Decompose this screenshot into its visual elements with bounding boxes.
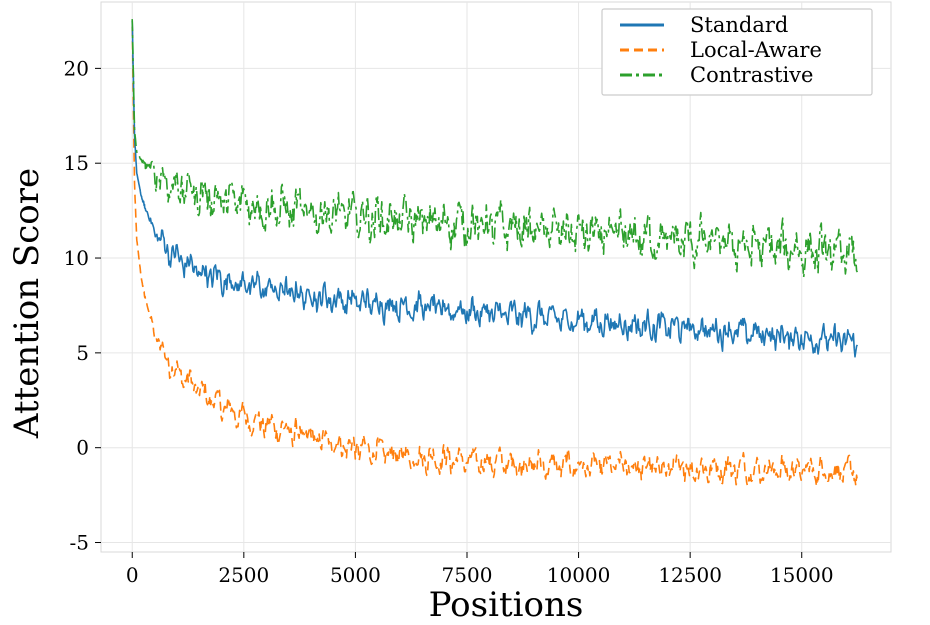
y-tick-label: -5	[70, 531, 89, 555]
y-tick-label: 10	[64, 246, 89, 270]
series-line-contrastive	[131, 19, 859, 279]
x-tick-label: 12500	[658, 563, 722, 587]
legend-label-local-aware: Local-Aware	[690, 38, 822, 62]
series-line-local-aware	[131, 26, 859, 488]
series-layer	[131, 19, 859, 488]
x-axis-title: Positions	[429, 585, 584, 625]
x-tick-label: 7500	[442, 563, 493, 587]
y-tick-label: 15	[64, 151, 89, 175]
legend: Standard Local-Aware Contrastive	[601, 8, 873, 96]
y-tick-label: 20	[64, 56, 89, 80]
legend-box	[601, 8, 873, 96]
y-tick-label: 0	[76, 436, 89, 460]
x-tick-label: 2500	[218, 563, 269, 587]
legend-label-contrastive: Contrastive	[690, 63, 813, 87]
y-tick-label: 5	[76, 341, 89, 365]
grid	[101, 2, 891, 552]
axes: 0 2500 5000 7500 10000 12500 15000 -5 0 5 10 15 20	[64, 56, 834, 587]
series-line-standard	[131, 20, 859, 358]
x-tick-label: 10000	[547, 563, 611, 587]
x-tick-label: 5000	[330, 563, 381, 587]
legend-label-standard: Standard	[690, 13, 788, 37]
x-tick-label: 15000	[770, 563, 834, 587]
x-tick-label: 0	[126, 563, 139, 587]
y-axis-title: Attention Score	[7, 168, 47, 439]
